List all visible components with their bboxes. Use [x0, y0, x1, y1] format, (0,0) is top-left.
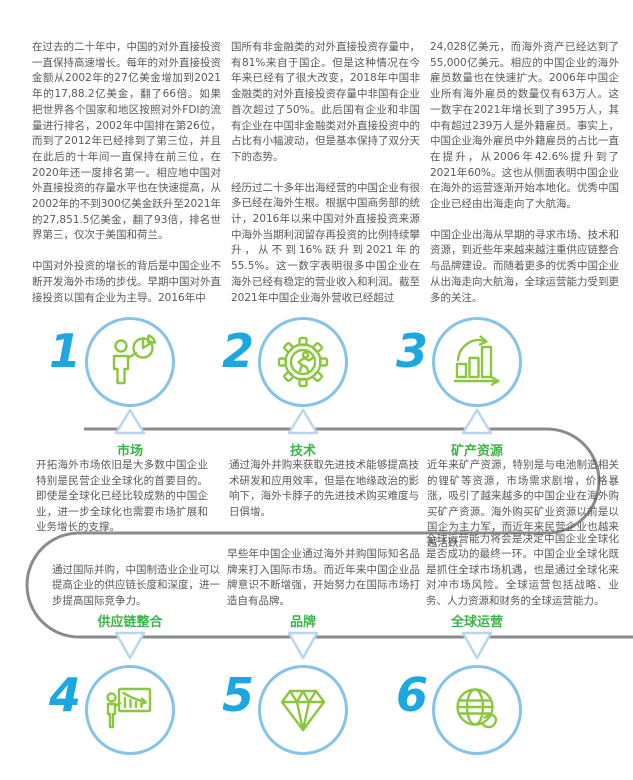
step-label-supply-chain: 供应链整合 — [97, 615, 163, 630]
step-number: 6 — [395, 668, 428, 722]
supply-chain-presentation-icon — [106, 687, 152, 729]
step-number: 2 — [221, 324, 254, 378]
triangle-down-icon — [287, 631, 319, 660]
intro-paragraph: 中国对外投资的增长的背后是中国企业不断开发海外市场的步伐。早期中国对外直接投资以… — [32, 260, 221, 304]
intro-paragraph: 经历过二十多年出海经营的中国企业有很多已经在海外生根。根据中国商务部的统计，20… — [231, 181, 420, 304]
step-label-market: 市场 — [116, 444, 143, 459]
mineral-resources-chart-icon — [453, 335, 500, 386]
step-description: 通过国际并购，中国制造业企业可以提高企业的供应链长度和深度，进一步提高国际竞争力… — [52, 563, 220, 607]
global-operations-globe-icon — [456, 688, 498, 729]
brand-diamond-icon — [280, 689, 326, 732]
step-description: 全球运营能力将会是决定中国企业全球化是否成功的最终一环。中国企业全球化既是抓住全… — [426, 532, 619, 607]
step-circle — [432, 665, 522, 755]
intro-paragraph: 在过去的二十年中，中国的对外直接投资一直保持高速增长。每年的对外直接投资金额从2… — [32, 41, 221, 242]
triangle-up-icon — [287, 408, 319, 435]
triangle-up-icon — [114, 408, 146, 435]
step-circle — [258, 665, 348, 755]
intro-paragraph: 国所有非金融类的对外直接投资存量中，有81%来自于国企。但是这种情况在今年来已经… — [231, 41, 420, 163]
technology-gear-icon — [277, 336, 329, 388]
step-label-brand: 品牌 — [289, 615, 316, 630]
triangle-up-icon — [461, 408, 493, 435]
triangle-down-icon — [461, 631, 493, 660]
step-description: 通过海外并购来获取先进技术能够提高技术研发和应用效率，但是在地缘政治的影响下，海… — [229, 459, 419, 518]
intro-paragraph: 中国企业出海从早期的寻求市场、技术和资源，到近些年来越来越注重供应链整合与品牌建… — [430, 228, 619, 304]
market-icon — [112, 334, 157, 385]
step-description: 开拓海外市场依旧是大多数中国企业特别是民营企业全球化的首要目的。即使是全球化已经… — [36, 459, 208, 533]
step-number: 4 — [48, 668, 81, 722]
step-circle — [258, 317, 348, 407]
triangle-down-icon — [114, 631, 146, 660]
step-description: 近年来矿产资源，特别是与电池制造相关的锂矿等资源，市场需求剧增，价格暴涨，吸引了… — [427, 459, 619, 549]
intro-columns: 在过去的二十年中，中国的对外直接投资一直保持高速增长。每年的对外直接投资金额从2… — [32, 40, 619, 321]
intro-paragraph: 24,028亿美元，而海外资产已经达到了55,000亿美元。相应的中国企业的海外… — [430, 41, 619, 211]
intro-column-1: 在过去的二十年中，中国的对外直接投资一直保持高速增长。每年的对外直接投资金额从2… — [32, 40, 221, 321]
intro-column-2: 国所有非金融类的对外直接投资存量中，有81%来自于国企。但是这种情况在今年来已经… — [231, 40, 420, 321]
step-circle — [85, 665, 175, 755]
intro-column-3: 24,028亿美元，而海外资产已经达到了55,000亿美元。相应的中国企业的海外… — [430, 40, 619, 321]
flow-path — [25, 427, 633, 639]
step-number: 3 — [395, 324, 428, 378]
step-description: 早些年中国企业通过海外并购国际知名品牌来打入国际市场。而近年来中国企业品牌意识不… — [227, 548, 420, 607]
step-label-global-operations: 全球运营 — [450, 615, 503, 630]
step-circle — [85, 317, 175, 407]
step-label-technology: 技术 — [289, 444, 316, 459]
step-number: 1 — [48, 324, 81, 378]
step-label-mineral-resources: 矿产资源 — [450, 444, 503, 459]
step-number: 5 — [221, 668, 254, 722]
step-circle — [432, 317, 522, 407]
